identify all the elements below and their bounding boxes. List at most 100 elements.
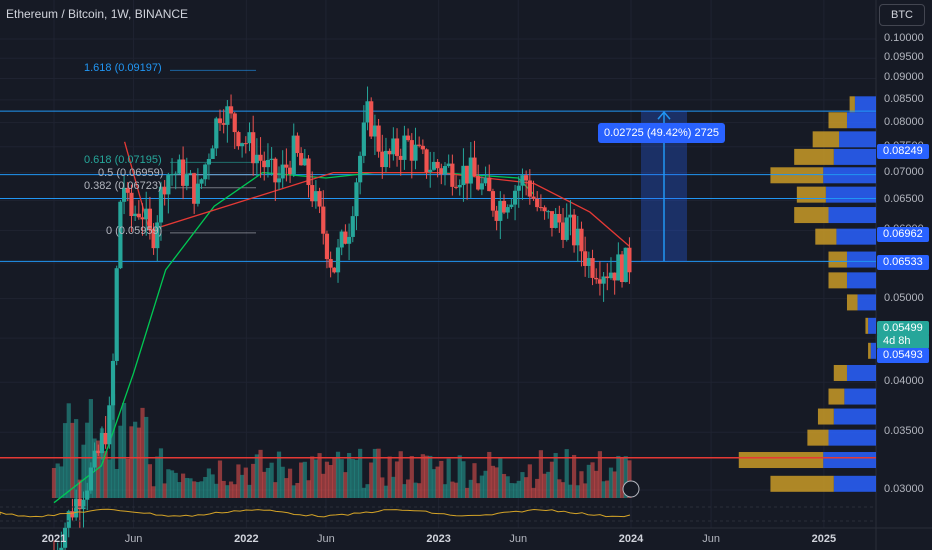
candle-body [579,228,584,252]
volume-bar [505,476,510,498]
candle-body [376,125,381,152]
volume-bar [417,483,422,498]
candle-body [428,169,433,173]
volume-bar [524,477,529,498]
candle-body [383,150,389,168]
vp-bar-up [833,475,876,492]
candle-body [225,106,230,125]
candle-body [483,177,488,184]
volume-bar [251,463,256,498]
volume-bar [594,470,599,498]
volume-bar [376,448,381,498]
volume-bar [162,483,167,498]
volume-bar [221,480,226,498]
volume-bar [62,423,68,498]
candle-body [192,173,197,204]
volume-bar [265,467,271,498]
volume-bar [450,481,455,498]
volume-bar [74,419,79,498]
candle-body [361,122,366,156]
vp-bar-down [817,408,834,425]
volume-bar [406,479,411,498]
vp-bar-down [770,475,834,492]
price-tag: 0.05499 [877,321,929,336]
volume-bar [287,468,293,498]
volume-bar [217,460,223,498]
y-tick-label: 0.09000 [884,71,924,84]
candle-body [92,450,97,468]
candle-body [527,180,532,197]
candle-body [125,188,130,193]
candle-body [394,138,400,156]
candle-body [158,186,164,223]
candle-body [557,213,562,223]
volume-bar [512,483,518,498]
volume-bar [269,462,274,498]
volume-bar [601,481,606,498]
volume-bar [59,466,64,498]
volume-bar [568,484,573,498]
volume-bar [560,482,566,498]
volume-bars [51,394,632,498]
currency-button[interactable]: BTC [879,4,925,26]
fib-label: 0.618 (0.07195) [84,154,162,167]
volume-bar [394,461,400,498]
volume-bar [479,475,484,498]
volume-bar [158,448,164,498]
vp-bar-up [846,112,876,129]
vp-bar-up [857,294,876,311]
volume-bar [228,481,234,498]
volume-bar [402,484,407,498]
candle-body [435,161,440,169]
volume-bar [420,454,425,498]
price-tag: 0.06533 [877,255,929,270]
candle-body [442,166,448,175]
candle-body [276,178,282,183]
volume-bar [140,407,145,498]
volume-bar [583,483,588,498]
volume-bar [210,474,215,498]
candle-body [339,231,344,248]
volume-bar [428,455,433,498]
candle-body [236,132,241,147]
volume-bar [195,482,200,498]
candle-body [280,164,285,179]
price-tag: 0.05493 [877,348,929,363]
volume-bar [409,456,414,498]
candle-body [354,182,359,217]
candle-body [184,173,189,186]
candle-body [535,198,540,208]
volume-bar [483,470,488,498]
candle-body [479,183,484,190]
volume-bar [546,471,551,498]
candle-body [287,167,293,175]
volume-bar [114,468,119,498]
volume-bar [501,473,507,498]
volume-bar [435,466,440,498]
candle-body [627,247,632,273]
chart-title: Ethereum / Bitcoin, 1W, BINANCE [6,7,189,21]
candles [53,86,632,550]
volume-bar [302,461,307,498]
candle-body [413,144,418,161]
x-tick-label: 2025 [811,533,837,545]
candle-body [199,179,204,184]
volume-bar [531,487,536,498]
vp-bar-down [828,388,845,405]
candle-body [431,161,437,170]
candle-body [81,499,86,510]
volume-bar [85,422,90,498]
volume-bar [616,455,621,498]
volume-bar [129,426,134,498]
candle-body [88,467,93,491]
candle-body [398,155,403,160]
vp-bar-down [828,251,847,268]
vp-bar-down [846,294,858,311]
candle-body [346,236,352,244]
candle-body [188,173,193,175]
volume-bar [339,459,344,498]
volume-bar [608,467,614,498]
volume-bar [476,483,481,498]
volume-bar [299,462,304,498]
